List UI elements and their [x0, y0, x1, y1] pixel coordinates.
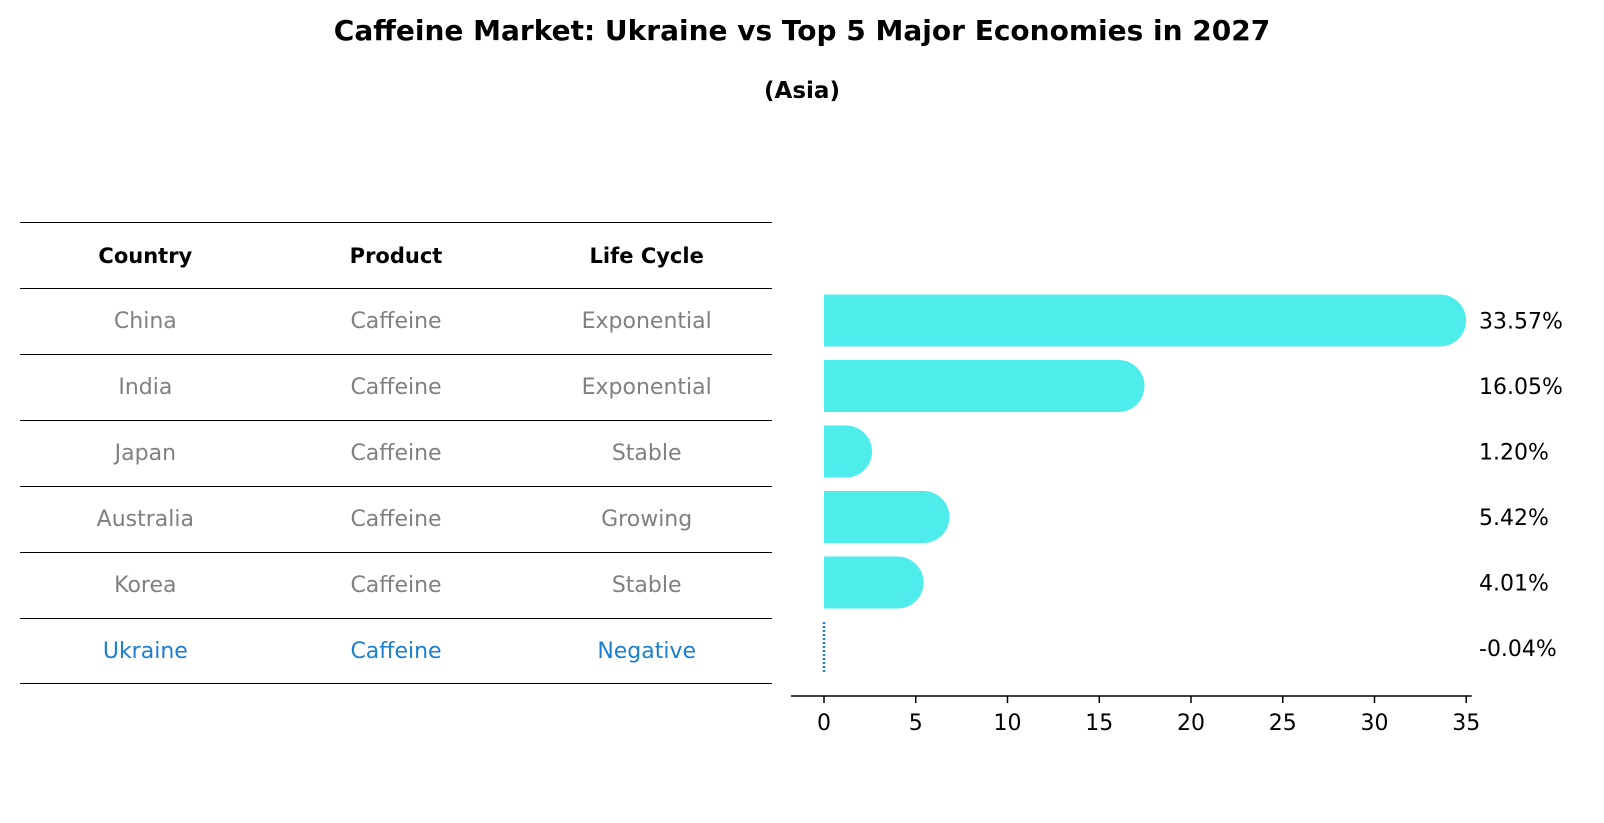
country-cell: Ukraine: [102, 638, 188, 664]
product-cell: Caffeine: [350, 309, 442, 334]
country-cell: India: [118, 375, 173, 400]
x-tick-label: 5: [909, 711, 923, 736]
life-cycle-cell: Negative: [597, 638, 697, 664]
life-cycle-cell: Exponential: [581, 375, 712, 400]
x-tick-label: 10: [994, 711, 1022, 736]
x-tick-label: 20: [1177, 711, 1205, 736]
table-row: China Caffeine Exponential: [20, 288, 772, 354]
product-cell: Caffeine: [350, 573, 442, 598]
value-label: 16.05%: [1479, 375, 1563, 400]
bar-china: [824, 294, 1467, 347]
column-header-country: Country: [98, 243, 193, 268]
bar-japan: [824, 425, 873, 478]
table-header-row: Country Product Life Cycle: [20, 222, 772, 288]
life-cycle-cell: Growing: [601, 507, 693, 532]
life-cycle-cell: Exponential: [581, 309, 712, 334]
value-label: 33.57%: [1479, 310, 1563, 335]
table-row: India Caffeine Exponential: [20, 354, 772, 420]
bar-korea: [824, 556, 924, 609]
bar-australia: [824, 491, 950, 543]
value-label: -0.04%: [1479, 637, 1557, 662]
x-tick-label: 35: [1452, 711, 1480, 736]
value-label: 1.20%: [1479, 441, 1549, 466]
bar-india: [824, 360, 1145, 412]
product-cell: Caffeine: [350, 375, 442, 400]
x-tick-label: 15: [1085, 711, 1113, 736]
product-cell: Caffeine: [350, 507, 442, 532]
life-cycle-cell: Stable: [611, 573, 682, 598]
table-row-highlighted: Ukraine Caffeine Negative: [20, 618, 772, 684]
x-tick-label: 0: [817, 711, 831, 736]
chart-title: Caffeine Market: Ukraine vs Top 5 Major …: [333, 14, 1271, 47]
life-cycle-cell: Stable: [611, 441, 682, 466]
country-cell: Australia: [96, 507, 194, 532]
data-table: Country Product Life Cycle China Caffein…: [20, 222, 772, 684]
table-row: Japan Caffeine Stable: [20, 420, 772, 486]
column-header-product: Product: [349, 243, 443, 268]
chart-subtitle: (Asia): [764, 78, 840, 104]
value-label: 4.01%: [1479, 572, 1549, 597]
product-cell: Caffeine: [350, 441, 442, 466]
product-cell: Caffeine: [350, 638, 442, 664]
country-cell: Korea: [114, 573, 177, 598]
x-tick-label: 30: [1361, 711, 1389, 736]
country-cell: Japan: [114, 441, 177, 466]
column-header-life-cycle: Life Cycle: [589, 243, 704, 268]
table-row: Australia Caffeine Growing: [20, 486, 772, 552]
value-label: 5.42%: [1479, 506, 1549, 531]
country-cell: China: [113, 309, 177, 334]
x-tick-label: 25: [1269, 711, 1297, 736]
table-row: Korea Caffeine Stable: [20, 552, 772, 618]
